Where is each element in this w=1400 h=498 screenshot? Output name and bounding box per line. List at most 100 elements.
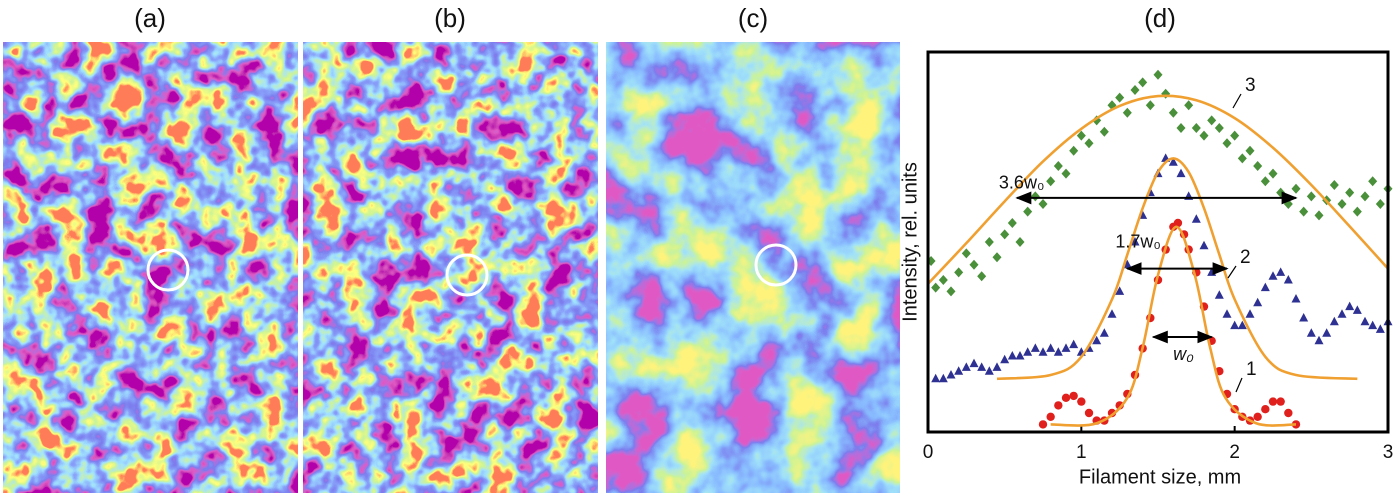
panel-label: (d)	[1144, 3, 1176, 33]
data-point	[1329, 316, 1339, 326]
data-point	[1237, 320, 1247, 330]
data-point	[969, 259, 979, 270]
data-point	[1291, 294, 1301, 303]
data-point	[1253, 412, 1262, 421]
data-point	[938, 373, 948, 383]
annotation: 1.7w₀	[1115, 231, 1161, 251]
data-point	[1260, 176, 1270, 187]
data-point	[1222, 138, 1232, 149]
data-point	[1007, 218, 1017, 228]
data-point	[1268, 271, 1278, 280]
fit-curve	[927, 94, 1389, 285]
highlight-circle	[445, 253, 489, 297]
data-point	[1352, 206, 1362, 217]
data-point	[1368, 176, 1378, 187]
leader-line	[1235, 377, 1243, 393]
data-point	[1253, 297, 1263, 307]
x-tick-label: 2	[1229, 442, 1240, 463]
data-point	[1077, 397, 1086, 406]
data-point	[1038, 420, 1048, 429]
data-point	[1375, 199, 1385, 209]
data-point	[1173, 218, 1183, 228]
data-point	[1069, 145, 1079, 156]
data-point	[1000, 354, 1010, 364]
data-point	[1283, 199, 1293, 209]
annotation: 3.6w₀	[999, 173, 1045, 193]
data-point	[1268, 397, 1278, 406]
data-point	[1214, 123, 1224, 133]
panel-label: (b)	[434, 3, 466, 33]
data-point	[1176, 168, 1186, 178]
data-point	[1122, 107, 1132, 118]
data-point	[1184, 100, 1194, 111]
data-point	[1337, 199, 1347, 209]
data-point	[931, 282, 941, 293]
data-point	[1245, 145, 1255, 156]
data-point	[1007, 351, 1017, 360]
data-point	[1214, 290, 1224, 299]
data-point	[1291, 183, 1301, 194]
data-point	[961, 248, 971, 259]
data-point	[1199, 130, 1209, 141]
data-point	[1161, 88, 1171, 99]
data-point	[1099, 328, 1109, 337]
data-point	[1253, 161, 1263, 171]
data-point	[1023, 206, 1033, 217]
data-point	[1030, 191, 1040, 202]
highlight-circle	[754, 243, 798, 287]
x-tick-label: 1	[1076, 442, 1087, 463]
annotation: w₀	[1173, 344, 1194, 364]
leader-line	[1227, 265, 1237, 279]
data-point	[938, 275, 948, 285]
data-point	[984, 366, 994, 375]
data-point	[1276, 397, 1285, 406]
curve-label: 1	[1246, 359, 1257, 380]
data-point	[1345, 187, 1355, 198]
x-tick-label: 0	[923, 442, 934, 463]
data-point	[1368, 320, 1378, 330]
data-point	[961, 362, 971, 371]
data-point	[1230, 130, 1240, 141]
data-point	[1046, 176, 1056, 187]
data-point	[1069, 391, 1078, 401]
data-point	[1054, 401, 1063, 410]
data-point	[1168, 107, 1178, 118]
data-point	[1261, 405, 1270, 414]
x-axis-label: Filament size, mm	[1079, 466, 1241, 488]
data-point	[1084, 408, 1094, 418]
data-point	[931, 373, 941, 383]
data-point	[1352, 305, 1362, 314]
data-point	[1345, 301, 1355, 311]
data-point	[1130, 85, 1140, 95]
data-point	[1276, 187, 1286, 198]
data-point	[1268, 168, 1278, 179]
data-point	[1099, 126, 1109, 137]
y-axis-label: Intensity, rel. units	[899, 162, 921, 322]
data-point	[1061, 168, 1071, 179]
data-point	[1191, 214, 1201, 223]
data-point	[1230, 320, 1240, 330]
data-point	[1360, 191, 1370, 202]
data-point	[977, 271, 987, 282]
data-point	[1015, 237, 1025, 247]
data-point	[1199, 240, 1209, 250]
data-point	[1115, 92, 1125, 103]
data-point	[1053, 161, 1063, 171]
data-point	[946, 370, 956, 379]
data-point	[1138, 77, 1148, 88]
data-point	[1299, 206, 1309, 217]
image-c	[606, 42, 900, 493]
data-point	[1260, 282, 1270, 292]
data-point	[1222, 309, 1232, 318]
data-point	[1306, 328, 1316, 337]
plot-frame	[926, 50, 1390, 434]
data-point	[1191, 123, 1201, 133]
panel-label: (c)	[738, 3, 768, 33]
data-point	[1168, 157, 1178, 166]
data-point	[1375, 324, 1385, 333]
fit-curve	[996, 157, 1358, 381]
data-point	[1092, 335, 1102, 345]
data-point	[1046, 343, 1056, 352]
data-point	[1046, 412, 1055, 421]
